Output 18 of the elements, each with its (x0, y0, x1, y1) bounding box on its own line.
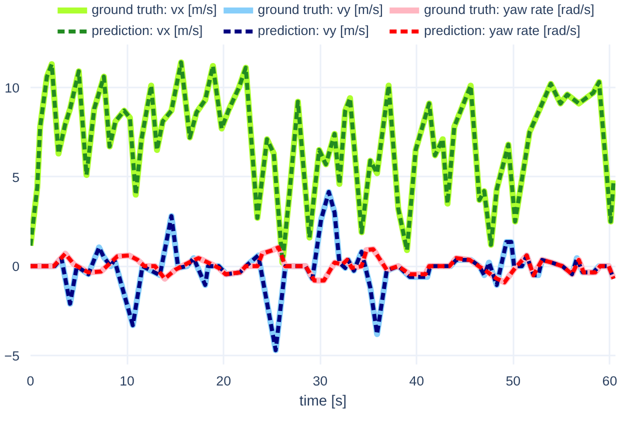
x-tick-label: 60 (602, 374, 618, 388)
x-tick-label: 30 (312, 374, 328, 388)
x-tick-label: 10 (120, 374, 134, 388)
legend-label: ground truth: vy [m/s] (258, 2, 383, 17)
x-tick-label: 40 (409, 374, 424, 388)
y-tick-label: −5 (4, 348, 20, 364)
x-tick-label: 50 (506, 374, 521, 388)
x-tick-label: 20 (216, 374, 231, 388)
y-tick-label: 5 (12, 170, 20, 185)
y-tick-label: 0 (12, 259, 20, 274)
legend-label: ground truth: vx [m/s] (92, 2, 217, 17)
x-tick-label: 0 (26, 374, 34, 388)
y-tick-label: 10 (4, 80, 20, 96)
legend-label: ground truth: yaw rate [rad/s] (424, 2, 594, 17)
legend-label: prediction: vx [m/s] (92, 23, 203, 38)
legend-label: prediction: yaw rate [rad/s] (424, 23, 580, 38)
x-axis-title: time [s] (299, 394, 347, 410)
legend-label: prediction: vy [m/s] (258, 23, 369, 38)
